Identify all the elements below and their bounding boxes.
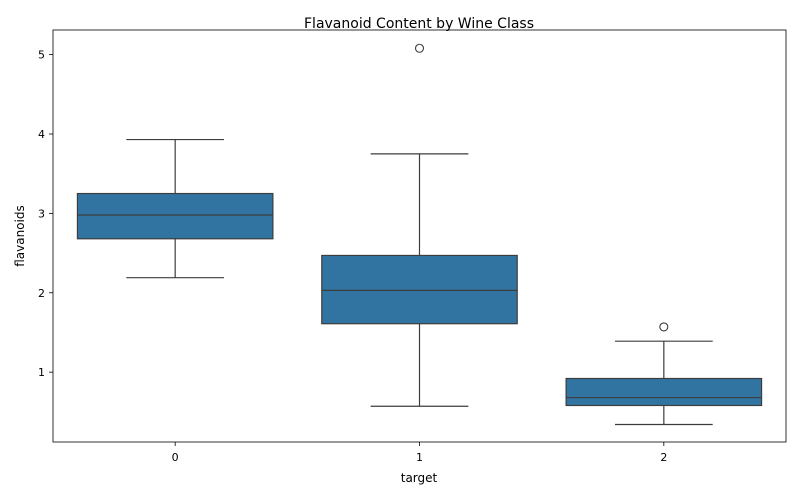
y-tick-label: 2 — [38, 287, 45, 300]
iqr-box — [321, 254, 518, 325]
box-group-0 — [76, 138, 274, 279]
outlier-point — [659, 322, 669, 332]
iqr-box — [76, 192, 274, 240]
plot-area — [76, 43, 763, 426]
x-tick-label: 0 — [172, 451, 179, 464]
outlier-point — [414, 43, 425, 53]
y-axis-label: flavanoids — [13, 205, 27, 267]
y-axis: 1 2 3 4 5 — [38, 49, 53, 379]
x-tick-label: 2 — [660, 451, 667, 464]
y-tick-label: 5 — [38, 49, 45, 62]
y-tick-label: 1 — [38, 366, 45, 379]
y-tick-label: 4 — [38, 128, 45, 141]
y-tick-label: 3 — [38, 207, 45, 220]
x-tick-label: 1 — [416, 451, 423, 464]
chart-title: Flavanoid Content by Wine Class — [304, 16, 534, 32]
x-axis-label: target — [401, 471, 438, 485]
box-group-2 — [565, 322, 763, 426]
x-axis: 0 1 2 — [172, 442, 667, 464]
iqr-box — [565, 377, 763, 407]
box-group-1 — [321, 43, 518, 407]
